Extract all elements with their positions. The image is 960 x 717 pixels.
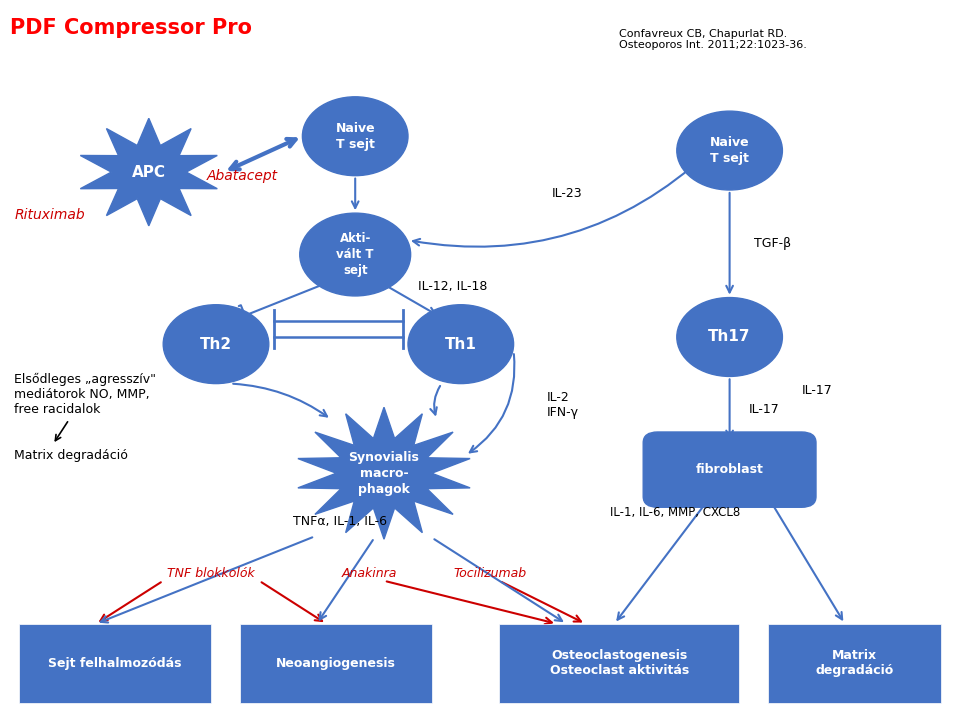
Circle shape	[677, 111, 782, 190]
Text: TNFα, IL-1, IL-6: TNFα, IL-1, IL-6	[293, 516, 387, 528]
Text: Th2: Th2	[200, 337, 232, 351]
Circle shape	[163, 305, 269, 384]
Text: Akti-
vált T
sejt: Akti- vált T sejt	[336, 232, 374, 277]
Text: Rituximab: Rituximab	[14, 208, 85, 222]
Text: Sejt felhalmozódás: Sejt felhalmozódás	[48, 657, 182, 670]
Text: IL-17: IL-17	[802, 384, 832, 397]
Circle shape	[408, 305, 514, 384]
Polygon shape	[298, 407, 470, 539]
Text: IL-2
IFN-γ: IL-2 IFN-γ	[547, 391, 579, 419]
Text: Th17: Th17	[708, 330, 751, 344]
Text: IL-1, IL-6, MMP, CXCL8: IL-1, IL-6, MMP, CXCL8	[610, 506, 740, 519]
Text: Anakinra: Anakinra	[342, 567, 397, 580]
Text: Confavreux CB, Chapurlat RD.
Osteoporos Int. 2011;22:1023-36.: Confavreux CB, Chapurlat RD. Osteoporos …	[619, 29, 807, 50]
FancyBboxPatch shape	[499, 624, 739, 703]
Text: IL-12, IL-18: IL-12, IL-18	[418, 280, 487, 293]
Text: Matrix degradáció: Matrix degradáció	[14, 449, 129, 462]
Circle shape	[302, 97, 408, 176]
Text: Naive
T sejt: Naive T sejt	[709, 136, 750, 165]
Text: Synovialis
macro-
phagok: Synovialis macro- phagok	[348, 451, 420, 495]
Circle shape	[677, 298, 782, 376]
Text: APC: APC	[132, 165, 166, 179]
Text: fibroblast: fibroblast	[696, 463, 763, 476]
Polygon shape	[81, 118, 217, 226]
Text: Tocilizumab: Tocilizumab	[453, 567, 526, 580]
FancyBboxPatch shape	[240, 624, 432, 703]
Text: IL-23: IL-23	[552, 187, 583, 200]
Text: IL-17: IL-17	[749, 403, 780, 416]
Text: Abatacept: Abatacept	[206, 168, 277, 183]
Text: Osteoclastogenesis
Osteoclast aktivitás: Osteoclastogenesis Osteoclast aktivitás	[549, 649, 689, 678]
Text: TNF blokkolók: TNF blokkolók	[167, 567, 255, 580]
Text: Elsődleges „agresszív"
mediátorok NO, MMP,
free racidalok: Elsődleges „agresszív" mediátorok NO, MM…	[14, 373, 156, 416]
Text: TGF-β: TGF-β	[754, 237, 791, 250]
FancyBboxPatch shape	[643, 432, 816, 508]
Text: Th1: Th1	[444, 337, 477, 351]
Circle shape	[300, 213, 411, 296]
Text: PDF Compressor Pro: PDF Compressor Pro	[10, 18, 252, 38]
Text: Matrix
degradáció: Matrix degradáció	[815, 649, 894, 678]
FancyBboxPatch shape	[19, 624, 211, 703]
Text: Neoangiogenesis: Neoangiogenesis	[276, 657, 396, 670]
FancyBboxPatch shape	[768, 624, 941, 703]
Text: Naive
T sejt: Naive T sejt	[335, 122, 375, 151]
